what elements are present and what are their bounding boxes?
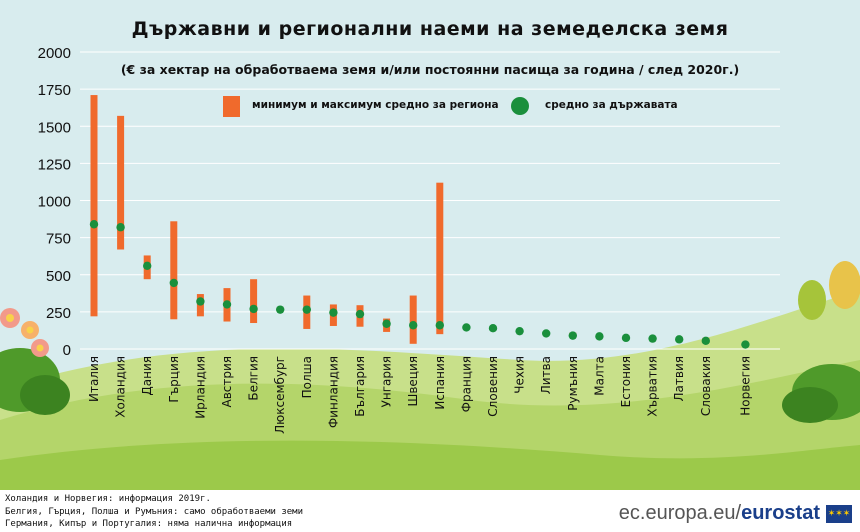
background-landscape bbox=[0, 261, 860, 490]
x-tick-label: Словения bbox=[486, 356, 500, 417]
eurostat-link[interactable]: ec.europa.eu/eurostat bbox=[619, 502, 820, 525]
tree-right-1 bbox=[798, 280, 826, 320]
x-tick-label: Румъния bbox=[566, 356, 580, 411]
range-bars bbox=[90, 95, 710, 344]
x-axis-labels: Италия Холандия Дания Гърция Ирландия Австрия… bbox=[87, 356, 752, 434]
x-tick-label: Латвия bbox=[672, 356, 686, 401]
average-dot bbox=[701, 336, 710, 346]
y-tick-label: 250 bbox=[46, 305, 71, 322]
average-dot bbox=[222, 300, 232, 309]
range-bar bbox=[409, 295, 417, 344]
x-tick-label: Белгия bbox=[247, 356, 261, 401]
y-tick-label: 2000 bbox=[38, 45, 71, 62]
average-dot bbox=[169, 278, 178, 288]
x-tick-label: Малта bbox=[592, 356, 606, 396]
x-tick-label: Норвегия bbox=[738, 356, 752, 416]
tree-right-2 bbox=[829, 261, 860, 309]
x-tick-label: Унгария bbox=[380, 356, 394, 407]
range-bar bbox=[90, 95, 98, 317]
x-tick-label: Франция bbox=[459, 356, 473, 412]
y-tick-label: 0 bbox=[63, 342, 71, 359]
x-tick-label: Хърватия bbox=[646, 356, 660, 417]
flower-cluster-left bbox=[0, 308, 49, 357]
average-dot bbox=[621, 333, 631, 343]
x-tick-label: Словакия bbox=[699, 356, 713, 416]
x-tick-label: Финландия bbox=[326, 356, 340, 428]
y-tick-label: 750 bbox=[46, 231, 71, 248]
legend-avg-label: средно за държавата bbox=[545, 99, 678, 111]
average-dot bbox=[435, 321, 444, 330]
x-tick-label: Италия bbox=[87, 356, 101, 402]
range-bar bbox=[117, 115, 125, 250]
range-bar bbox=[250, 279, 258, 324]
y-tick-label: 1250 bbox=[38, 156, 71, 173]
bush-right-dark bbox=[782, 387, 838, 423]
x-tick-label: Полша bbox=[300, 356, 314, 398]
x-tick-label: Швеция bbox=[406, 356, 420, 406]
y-tick-label: 1000 bbox=[38, 194, 71, 211]
average-dot bbox=[595, 332, 604, 341]
x-tick-label: Чехия bbox=[513, 356, 527, 394]
average-dot bbox=[741, 340, 750, 349]
footer bbox=[0, 490, 860, 532]
average-dot bbox=[355, 309, 365, 319]
average-dot bbox=[276, 305, 285, 314]
average-dot bbox=[329, 308, 338, 317]
legend-avg-swatch bbox=[511, 97, 529, 115]
average-dot bbox=[249, 304, 258, 314]
average-dot bbox=[462, 323, 471, 332]
average-dot bbox=[568, 331, 577, 340]
bush-left-dark bbox=[20, 375, 70, 415]
range-bar bbox=[170, 221, 178, 320]
eu-flag-icon: ✶✶✶ bbox=[826, 505, 852, 523]
y-tick-label: 1500 bbox=[38, 119, 71, 136]
average-dot bbox=[488, 324, 498, 333]
x-tick-label: Ирландия bbox=[193, 356, 207, 419]
legend bbox=[223, 96, 529, 117]
average-dot bbox=[648, 334, 657, 343]
brand-prefix: ec.europa.eu/ bbox=[618, 502, 742, 524]
x-tick-label: Дания bbox=[140, 356, 154, 396]
x-tick-label: Холандия bbox=[114, 356, 128, 418]
legend-range-label: минимум и максимум средно за региона bbox=[252, 99, 499, 111]
x-tick-label: Австрия bbox=[220, 356, 234, 408]
legend-range-swatch bbox=[223, 96, 240, 117]
average-dot bbox=[409, 321, 418, 330]
footnotes: Холандия и Норвегия: информация 2019г. Б… bbox=[5, 493, 303, 531]
average-dot bbox=[542, 329, 551, 338]
x-tick-label: Литва bbox=[539, 356, 553, 394]
average-dot bbox=[382, 319, 391, 328]
x-tick-label: България bbox=[353, 356, 367, 417]
average-dot bbox=[196, 297, 205, 306]
footnote-1: Холандия и Норвегия: информация 2019г. bbox=[5, 494, 211, 504]
chart-subtitle: (€ за хектар на обработваема земя и/или … bbox=[120, 62, 740, 77]
x-tick-label: Люксембург bbox=[273, 356, 287, 434]
average-dot bbox=[116, 223, 125, 232]
x-tick-label: Гърция bbox=[167, 356, 181, 403]
chart-title: Държавни и регионални наеми на земеделск… bbox=[131, 18, 729, 40]
footnote-3: Германия, Кипър и Португалия: няма налич… bbox=[5, 519, 293, 529]
x-tick-label: Испания bbox=[433, 356, 447, 410]
hill-bottom bbox=[0, 440, 860, 490]
average-dot bbox=[89, 220, 99, 229]
brand-name: eurostat bbox=[741, 502, 820, 524]
footnote-2: Белгия, Гърция, Полша и Румъния: само об… bbox=[5, 506, 304, 517]
range-bar bbox=[436, 182, 444, 335]
average-dot bbox=[675, 335, 684, 344]
x-tick-label: Естония bbox=[619, 356, 633, 407]
y-tick-label: 500 bbox=[46, 268, 71, 285]
average-dot bbox=[515, 326, 524, 336]
grid-layer bbox=[80, 51, 780, 350]
average-dot bbox=[302, 305, 311, 314]
y-axis-ticks: 0 250 500 750 1000 1250 1500 1750 2000 bbox=[38, 45, 71, 359]
average-dot bbox=[143, 261, 152, 271]
country-average-dots bbox=[89, 220, 750, 349]
y-tick-label: 1750 bbox=[38, 82, 71, 99]
